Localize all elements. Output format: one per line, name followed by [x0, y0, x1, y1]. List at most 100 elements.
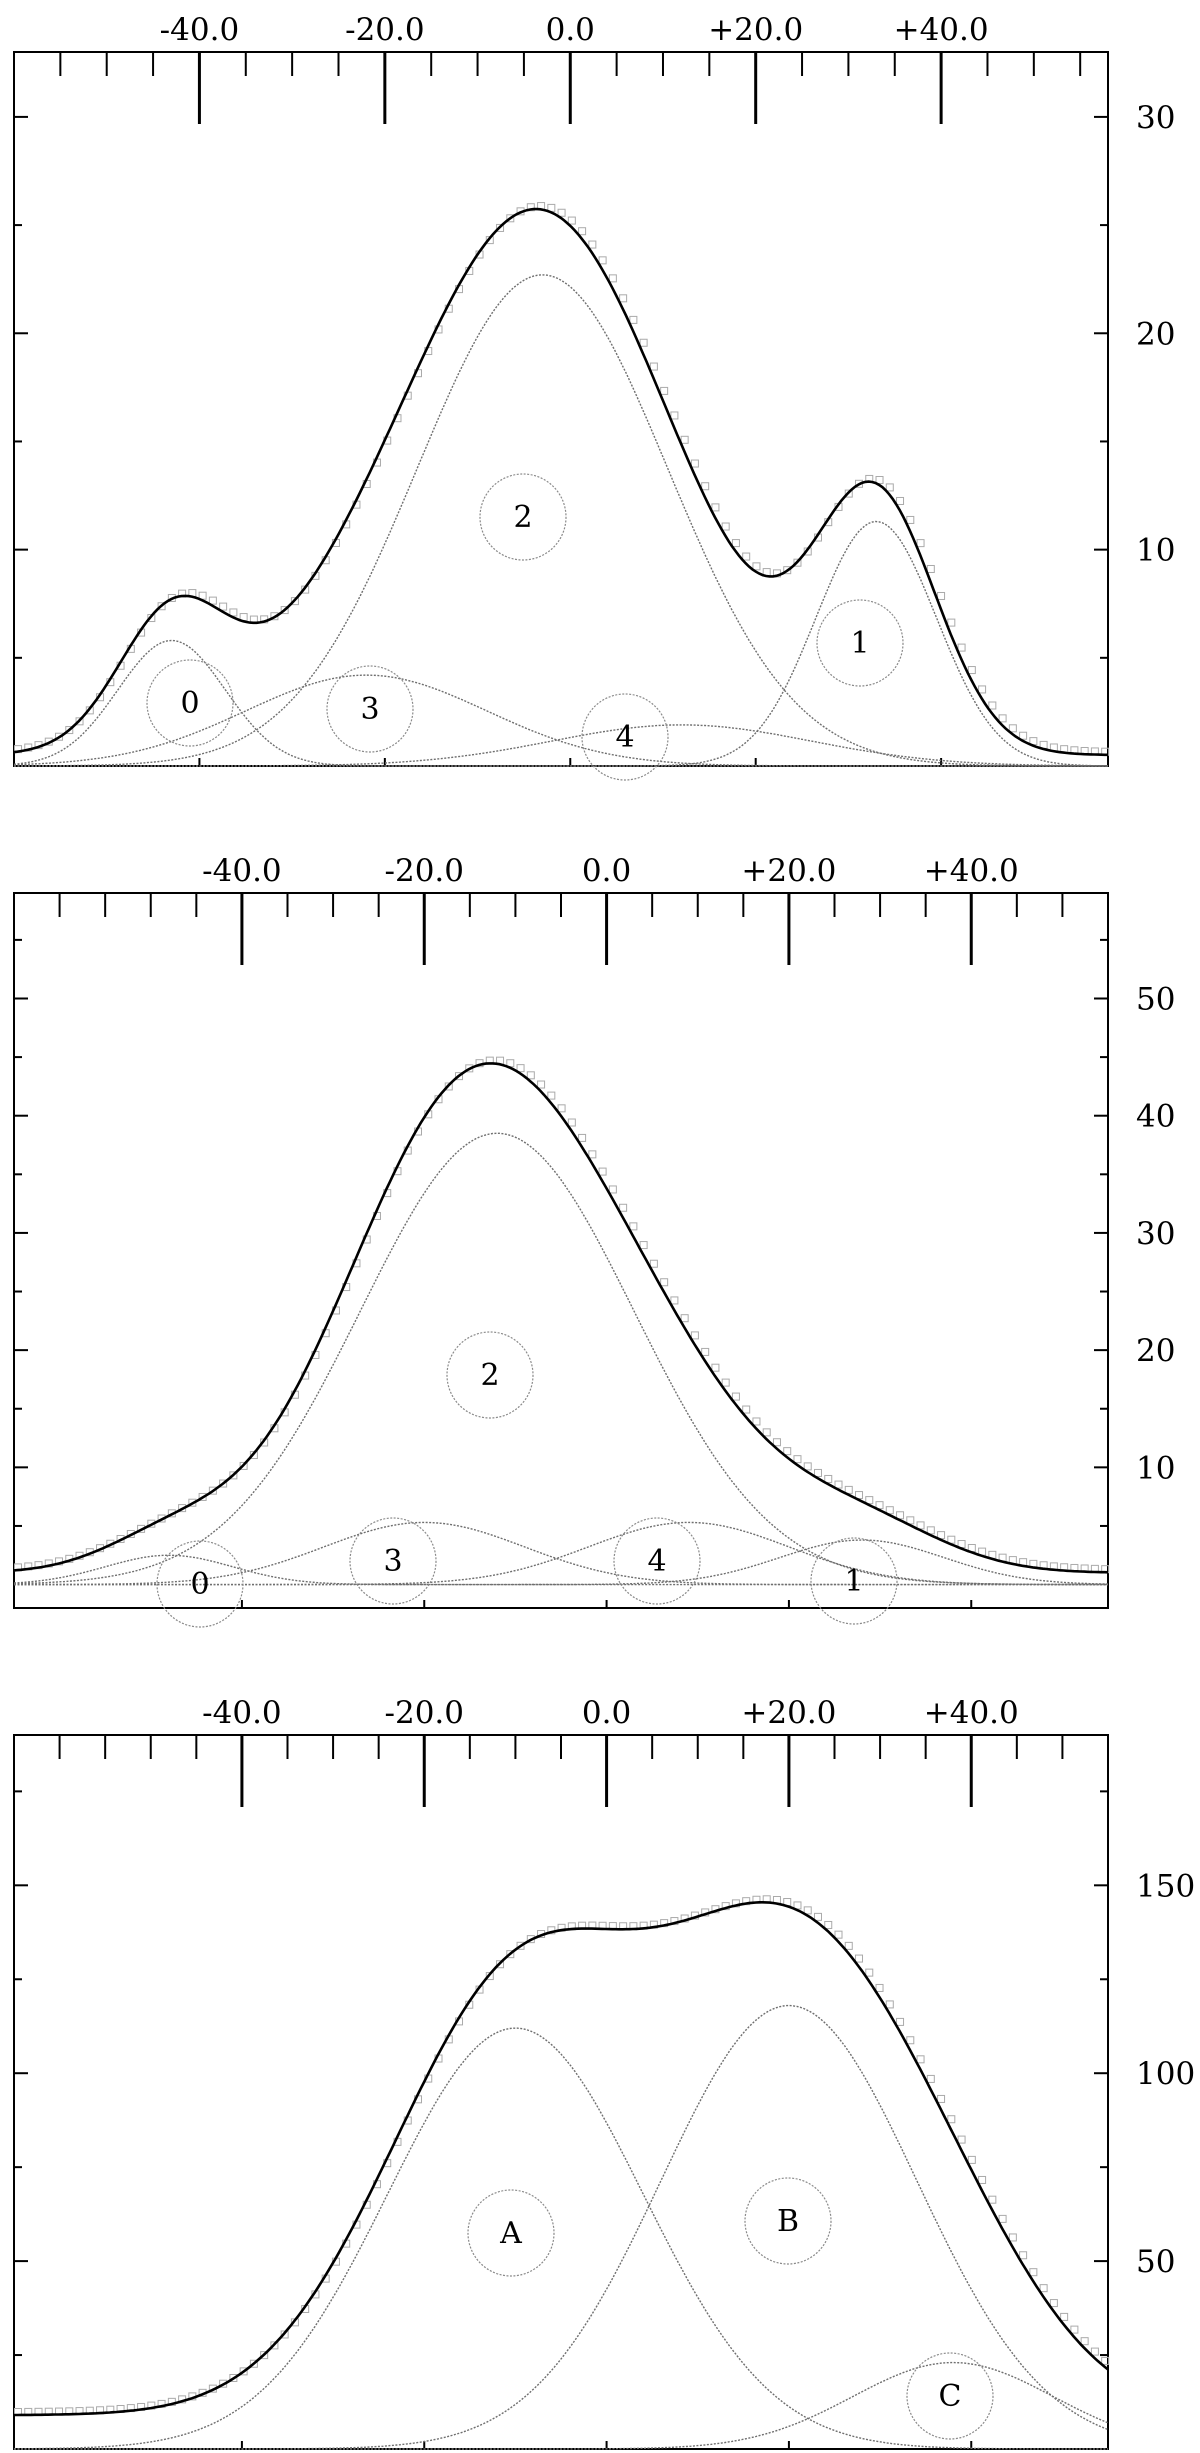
- data-point: [865, 1496, 874, 1505]
- data-point: [578, 1133, 587, 1142]
- component-label: 0: [190, 1567, 209, 1602]
- data-point: [844, 1485, 853, 1494]
- data-point: [701, 482, 710, 491]
- data-point: [1008, 2233, 1017, 2242]
- data-point: [516, 1941, 525, 1950]
- data-point: [885, 483, 894, 492]
- x-tick-label: -40.0: [160, 12, 240, 48]
- component-label-circle: [906, 2352, 994, 2440]
- component-curve-4: [14, 724, 1108, 767]
- data-point: [65, 726, 74, 735]
- data-point: [208, 596, 217, 605]
- component-label: 0: [180, 686, 199, 721]
- data-point: [588, 240, 597, 249]
- component-label-circle: [613, 1517, 701, 1605]
- x-tick-label: +40.0: [924, 1695, 1019, 1731]
- data-point: [537, 1080, 546, 1089]
- data-point: [660, 386, 669, 395]
- data-point: [75, 717, 84, 726]
- data-point: [506, 214, 515, 223]
- component-label: 2: [513, 500, 532, 535]
- data-point: [1039, 2284, 1048, 2293]
- data-point: [906, 1516, 915, 1525]
- component-curve-1: [14, 520, 1109, 767]
- x-tick-label: +40.0: [894, 12, 989, 48]
- y-tick-label: 50: [1136, 2244, 1175, 2280]
- data-point: [198, 1492, 207, 1501]
- data-point: [967, 2155, 976, 2164]
- data-point: [639, 338, 648, 347]
- data-point: [239, 1461, 248, 1470]
- data-point: [629, 1222, 638, 1231]
- data-points: [14, 1056, 1110, 1574]
- panel-top: -40.0 -20.0 0.0 +20.0 +40.0 10 20 30 0 1 2 3 4: [13, 12, 1175, 781]
- x-tick-label: -40.0: [202, 1695, 282, 1731]
- y-tick-label: 150: [1136, 1868, 1195, 1904]
- y-tick-label: 20: [1136, 316, 1175, 352]
- data-point: [649, 1259, 658, 1268]
- data-point: [731, 1392, 740, 1401]
- data-point: [690, 459, 699, 468]
- data-point: [1029, 2268, 1038, 2277]
- data-point: [639, 1241, 648, 1250]
- data-point: [711, 503, 720, 512]
- y-tick-label: 40: [1136, 1099, 1175, 1135]
- data-point: [957, 2135, 966, 2144]
- y-tick-label: 10: [1136, 533, 1175, 569]
- data-point: [813, 1468, 822, 1477]
- component-label-circle: [156, 1540, 244, 1628]
- data-point: [731, 539, 740, 548]
- data-point: [1019, 2251, 1028, 2260]
- x-tick-label: +20.0: [708, 12, 803, 48]
- component-label: C: [939, 2379, 962, 2414]
- component-curve-2: [13, 1132, 1108, 1586]
- data-point: [875, 1501, 884, 1510]
- component-label-circle: [349, 1517, 437, 1605]
- y-tick-label: 50: [1136, 981, 1175, 1017]
- component-curve-0: [13, 639, 1108, 767]
- data-point: [670, 411, 679, 420]
- data-point: [721, 1378, 730, 1387]
- data-point: [219, 602, 228, 611]
- component-label-circle: [581, 693, 669, 781]
- data-point: [1049, 2299, 1058, 2308]
- data-point: [742, 552, 751, 561]
- data-point: [844, 1941, 853, 1950]
- data-point: [926, 1526, 935, 1535]
- data-point: [834, 1930, 843, 1939]
- x-tick-label: -40.0: [202, 853, 282, 889]
- panel-middle: -40.0 -20.0 0.0 +20.0 +40.0 10 20 30 40 50 0 1 2 3 4: [13, 853, 1175, 1628]
- data-point: [916, 539, 925, 548]
- data-point: [865, 1968, 874, 1977]
- data-point: [608, 274, 617, 283]
- data-point: [978, 685, 987, 694]
- component-label: 4: [615, 720, 634, 755]
- data-point: [290, 597, 299, 606]
- component-label: 2: [480, 1358, 499, 1393]
- data-point: [690, 1331, 699, 1340]
- data-point: [885, 1506, 894, 1515]
- data-point: [711, 1363, 720, 1372]
- component-label: 1: [844, 1564, 863, 1599]
- data-point: [967, 666, 976, 675]
- data-point: [998, 714, 1007, 723]
- data-point: [496, 1960, 505, 1969]
- data-point: [249, 2359, 258, 2368]
- data-point: [803, 1462, 812, 1471]
- data-point: [875, 1983, 884, 1992]
- data-point: [239, 2367, 248, 2376]
- data-point: [557, 208, 566, 217]
- data-point: [229, 608, 238, 617]
- component-curve-A: [14, 2027, 1108, 2450]
- data-point: [783, 1447, 792, 1456]
- data-point: [598, 256, 607, 265]
- data-point: [516, 1064, 525, 1073]
- data-point: [885, 2000, 894, 2009]
- total-fit-curve: [13, 207, 1108, 757]
- x-tick-label: -20.0: [385, 853, 465, 889]
- x-tick-label: 0.0: [582, 853, 631, 889]
- data-point: [1070, 2325, 1079, 2334]
- data-point: [1090, 2347, 1099, 2356]
- data-point: [526, 1071, 535, 1080]
- data-point: [547, 1091, 556, 1100]
